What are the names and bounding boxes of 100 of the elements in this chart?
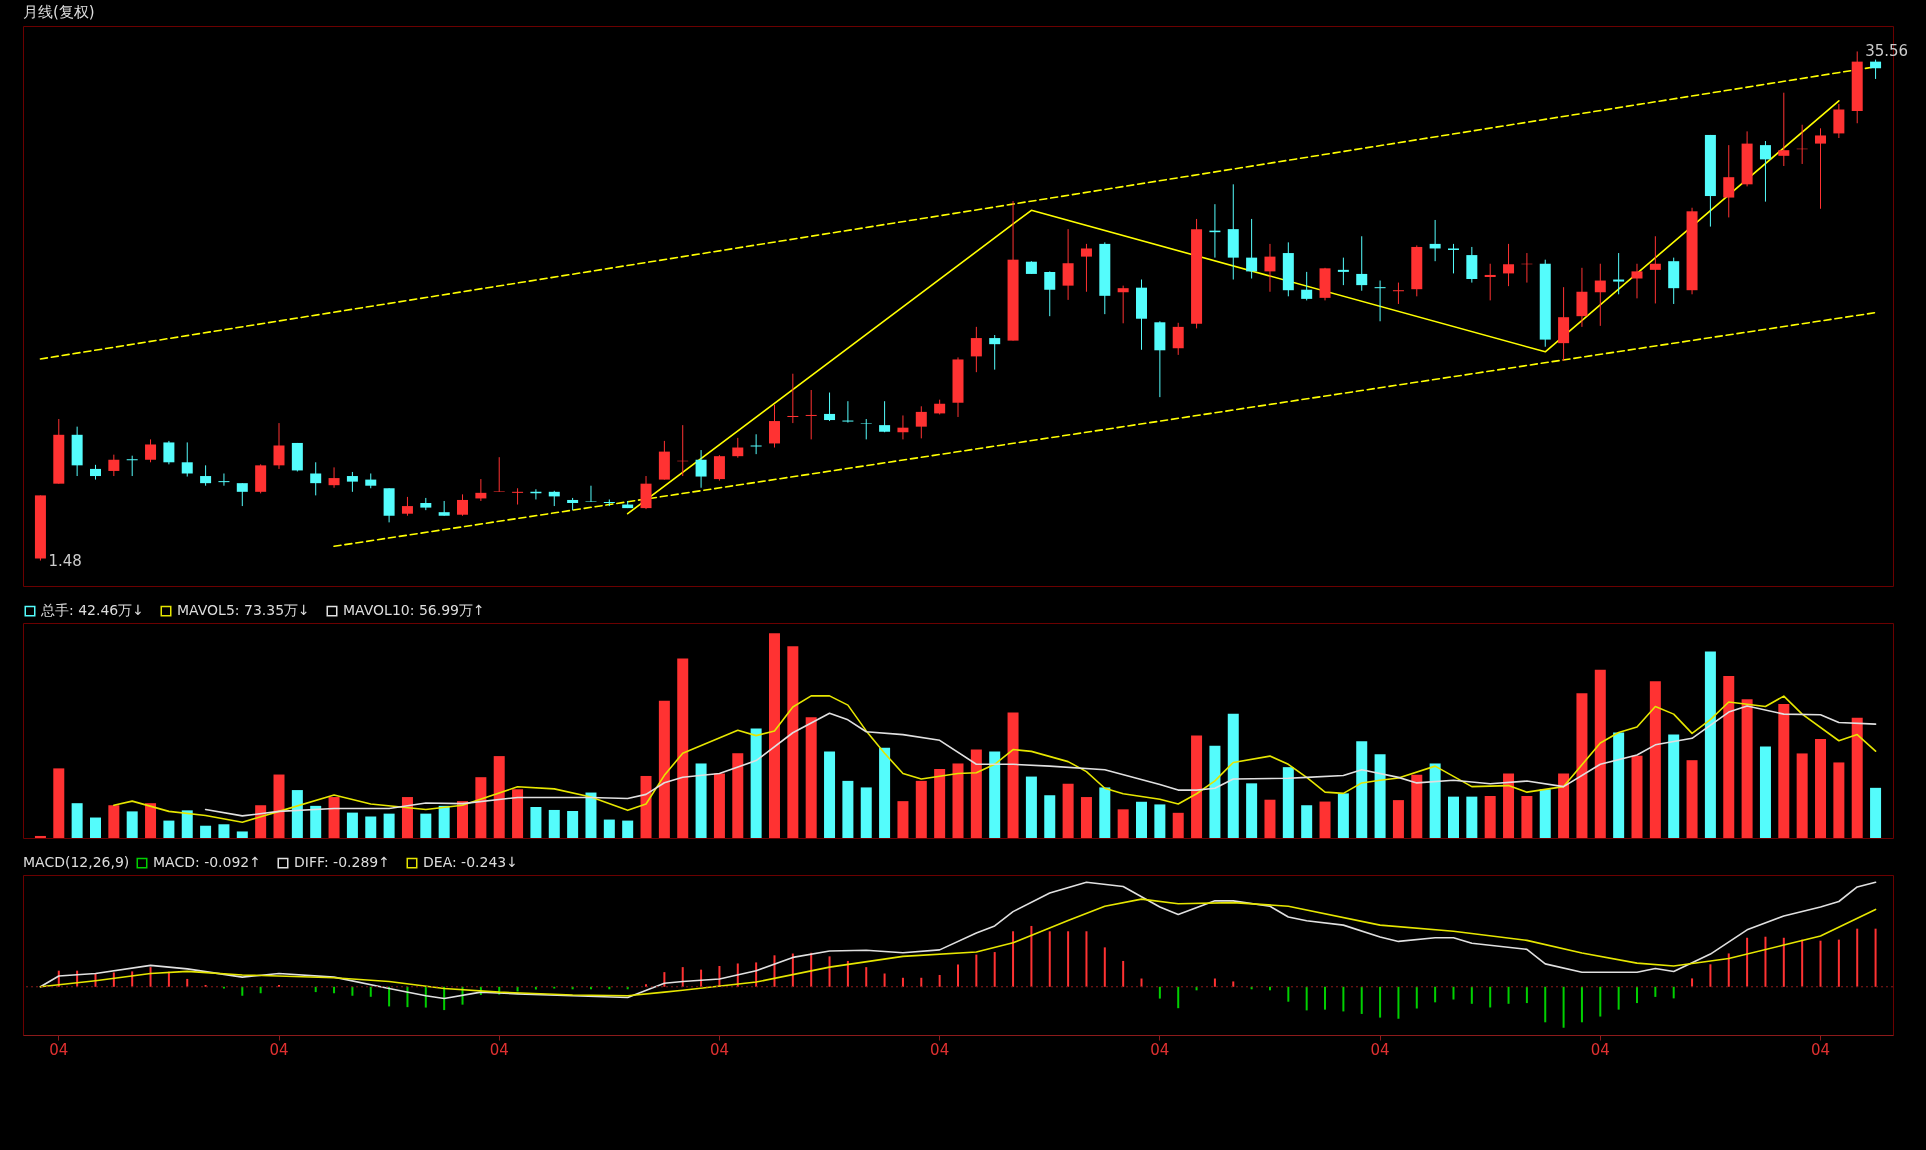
candlestick bbox=[860, 418, 872, 440]
candlestick bbox=[1649, 235, 1661, 304]
bar bbox=[1227, 713, 1239, 838]
candlestick bbox=[1337, 257, 1349, 286]
legend-label: DIFF: -0.289↑ bbox=[294, 854, 390, 871]
bar bbox=[401, 797, 413, 838]
bar bbox=[567, 810, 579, 838]
bar bbox=[328, 797, 340, 838]
bar bbox=[34, 835, 46, 838]
bar bbox=[1012, 931, 1015, 987]
bar bbox=[824, 751, 836, 838]
candlestick bbox=[750, 433, 762, 455]
bar bbox=[1580, 986, 1583, 1023]
bar bbox=[457, 801, 469, 838]
bar bbox=[846, 960, 849, 987]
bar bbox=[424, 986, 427, 1008]
bar bbox=[365, 816, 377, 838]
bar bbox=[333, 986, 336, 994]
bar bbox=[259, 986, 262, 994]
bar bbox=[218, 824, 230, 838]
legend-title: MACD(12,26,9) bbox=[23, 854, 130, 870]
bar bbox=[1796, 753, 1808, 838]
bar bbox=[388, 986, 391, 1007]
bar bbox=[200, 825, 212, 838]
bar bbox=[167, 971, 170, 987]
bar bbox=[750, 728, 762, 838]
bar bbox=[1154, 804, 1166, 838]
bar bbox=[1617, 986, 1620, 1010]
bar bbox=[1613, 732, 1625, 838]
bar bbox=[273, 774, 285, 838]
bar bbox=[1759, 746, 1771, 838]
bar bbox=[1654, 986, 1657, 997]
bar bbox=[1833, 762, 1845, 838]
legend-label: MACD: -0.092↑ bbox=[153, 854, 261, 871]
bar bbox=[952, 763, 964, 838]
x-tick-label: 04 bbox=[1370, 1040, 1390, 1059]
bar bbox=[1232, 981, 1235, 987]
bar bbox=[805, 717, 817, 838]
bar bbox=[1319, 801, 1331, 838]
bar bbox=[1466, 796, 1478, 838]
bar bbox=[1489, 986, 1492, 1008]
bar bbox=[1048, 931, 1051, 987]
candlestick bbox=[346, 471, 358, 493]
legend-label: 总手: 42.46万↓ bbox=[40, 602, 144, 619]
bar bbox=[1287, 986, 1290, 1002]
bar bbox=[163, 820, 175, 838]
candlestick bbox=[879, 400, 891, 433]
candlestick bbox=[1117, 285, 1129, 324]
candlestick bbox=[1870, 59, 1882, 80]
bar bbox=[369, 986, 372, 997]
bar bbox=[1136, 801, 1148, 838]
bar bbox=[842, 780, 854, 838]
bar bbox=[1030, 925, 1033, 987]
candlestick bbox=[1264, 243, 1276, 293]
candlestick bbox=[732, 437, 744, 459]
bar bbox=[1704, 651, 1716, 838]
bar bbox=[1539, 789, 1551, 838]
candlestick bbox=[915, 405, 927, 439]
candlestick bbox=[1447, 243, 1459, 274]
candlestick bbox=[108, 454, 120, 477]
candlestick bbox=[1594, 263, 1606, 327]
bar bbox=[314, 986, 317, 993]
bar bbox=[1213, 978, 1216, 987]
bar bbox=[975, 954, 978, 987]
bar bbox=[149, 967, 152, 987]
bar bbox=[126, 811, 138, 838]
bar bbox=[622, 820, 634, 838]
bar bbox=[879, 747, 891, 838]
bar bbox=[1282, 767, 1294, 838]
bar bbox=[89, 817, 101, 838]
bar bbox=[1576, 693, 1588, 838]
bar bbox=[773, 955, 776, 987]
bar bbox=[970, 749, 982, 838]
candlestick bbox=[512, 487, 524, 506]
annotation: 35.56 bbox=[1865, 42, 1909, 61]
bar bbox=[1815, 738, 1827, 838]
bar bbox=[1062, 783, 1074, 838]
bar bbox=[1356, 741, 1368, 838]
bar bbox=[1447, 796, 1459, 838]
bar bbox=[1874, 928, 1877, 987]
bar bbox=[1025, 776, 1037, 838]
bar bbox=[1599, 986, 1602, 1017]
candlestick bbox=[126, 455, 138, 477]
bar bbox=[291, 790, 303, 838]
bar bbox=[1305, 986, 1308, 1011]
candlestick bbox=[493, 456, 505, 493]
bar bbox=[1411, 774, 1423, 838]
candlestick bbox=[787, 373, 799, 424]
candlestick bbox=[1503, 243, 1515, 287]
bar bbox=[901, 977, 904, 987]
bar bbox=[663, 972, 666, 987]
x-tick-label: 04 bbox=[489, 1040, 509, 1059]
bar bbox=[548, 809, 560, 838]
bar bbox=[1819, 940, 1822, 987]
bar bbox=[1452, 986, 1455, 1000]
bar bbox=[1397, 986, 1400, 1019]
candlestick bbox=[1374, 280, 1386, 322]
bar bbox=[732, 753, 744, 838]
bar bbox=[915, 780, 927, 838]
bar bbox=[1801, 939, 1804, 987]
